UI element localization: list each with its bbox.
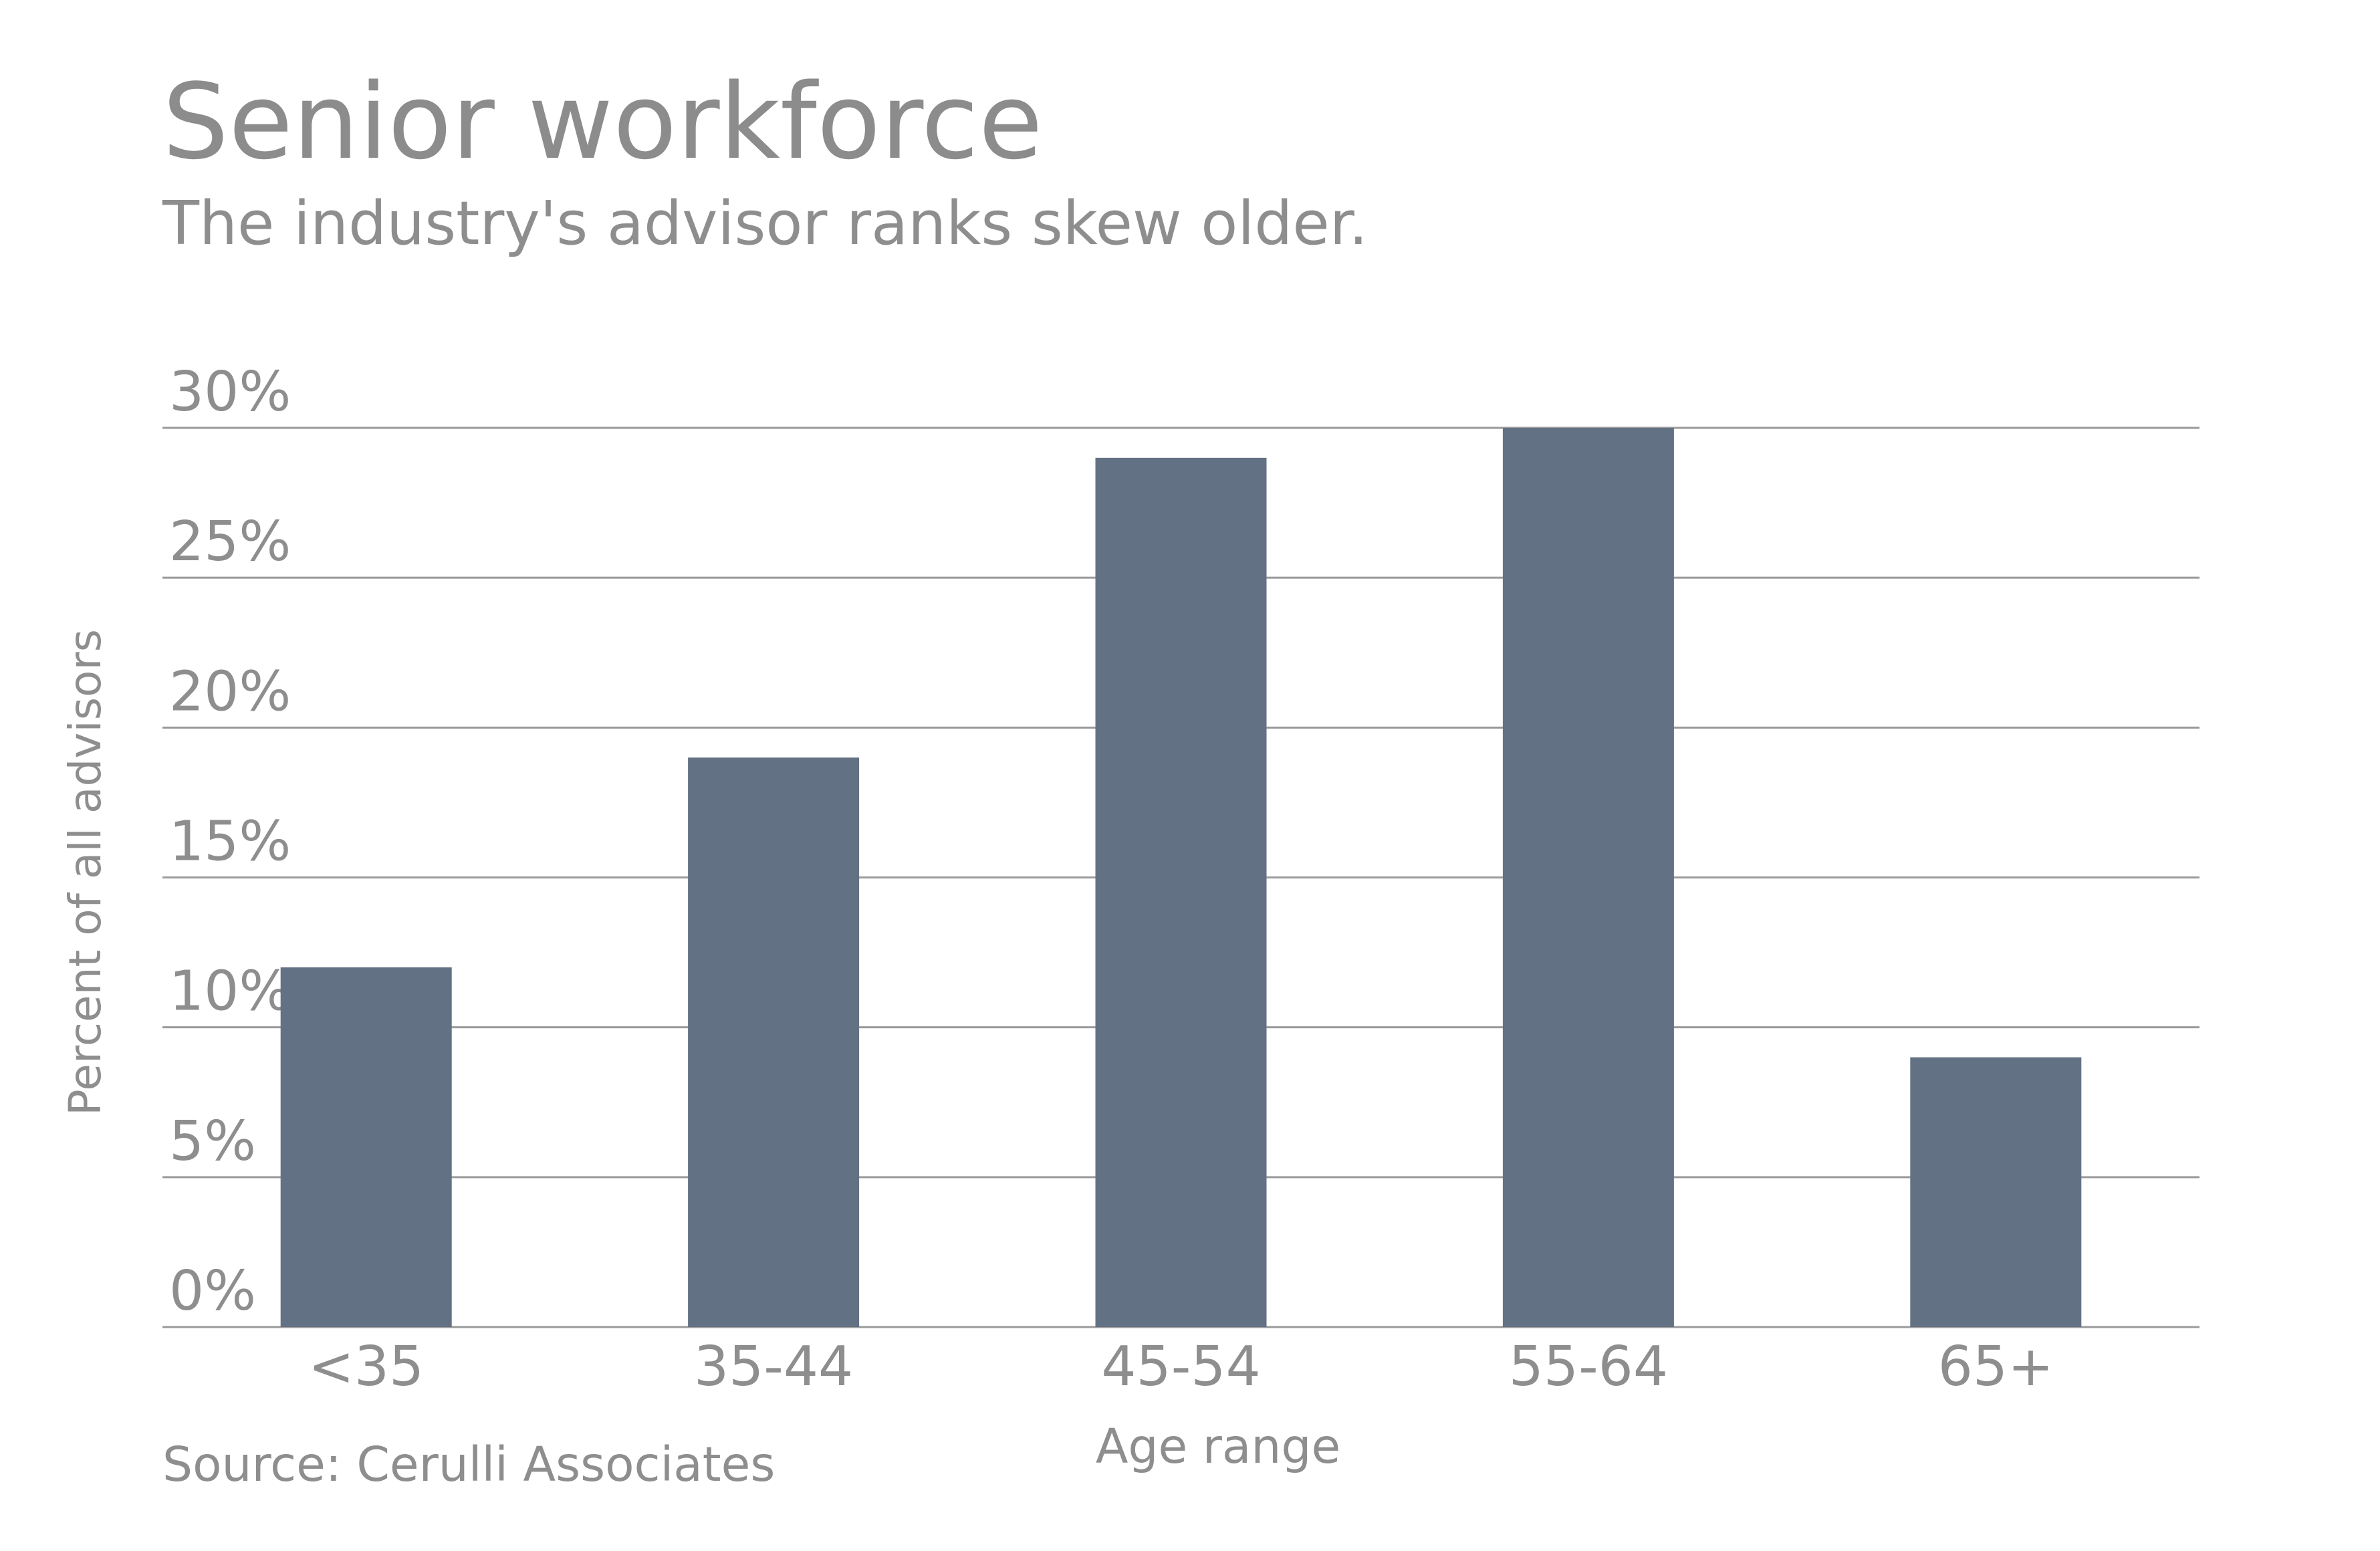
y-tick-label: 5%	[169, 1110, 256, 1173]
bar	[1095, 457, 1267, 1328]
chart-title: Senior workforce	[162, 61, 1043, 183]
bars	[280, 428, 2082, 1328]
y-axis-tick-labels: 0% 5% 10% 15% 20% 25% 30%	[169, 360, 291, 1323]
bar	[1502, 428, 1674, 1327]
chart-subtitle: The industry's advisor ranks skew older.	[162, 189, 1368, 259]
y-tick-label: 25%	[169, 510, 291, 574]
x-axis-label: Age range	[1096, 1419, 1340, 1474]
y-axis-label: Percent of all advisors	[60, 629, 111, 1116]
x-tick-label: <35	[308, 1335, 424, 1399]
x-tick-label: 55-64	[1509, 1335, 1668, 1399]
x-axis-tick-labels: <35 35-44 45-54 55-64 65+	[308, 1335, 2054, 1399]
y-tick-label: 20%	[169, 660, 291, 723]
x-tick-label: 45-54	[1101, 1335, 1260, 1399]
y-tick-label: 30%	[169, 360, 291, 424]
y-tick-label: 10%	[169, 960, 291, 1024]
bar	[1910, 1057, 2082, 1327]
x-tick-label: 35-44	[694, 1335, 853, 1399]
x-tick-label: 65+	[1938, 1335, 2054, 1399]
y-tick-label: 15%	[169, 810, 291, 874]
y-tick-label: 0%	[169, 1260, 256, 1323]
source-note: Source: Cerulli Associates	[162, 1437, 776, 1492]
bar	[280, 967, 452, 1327]
bar	[688, 757, 860, 1327]
